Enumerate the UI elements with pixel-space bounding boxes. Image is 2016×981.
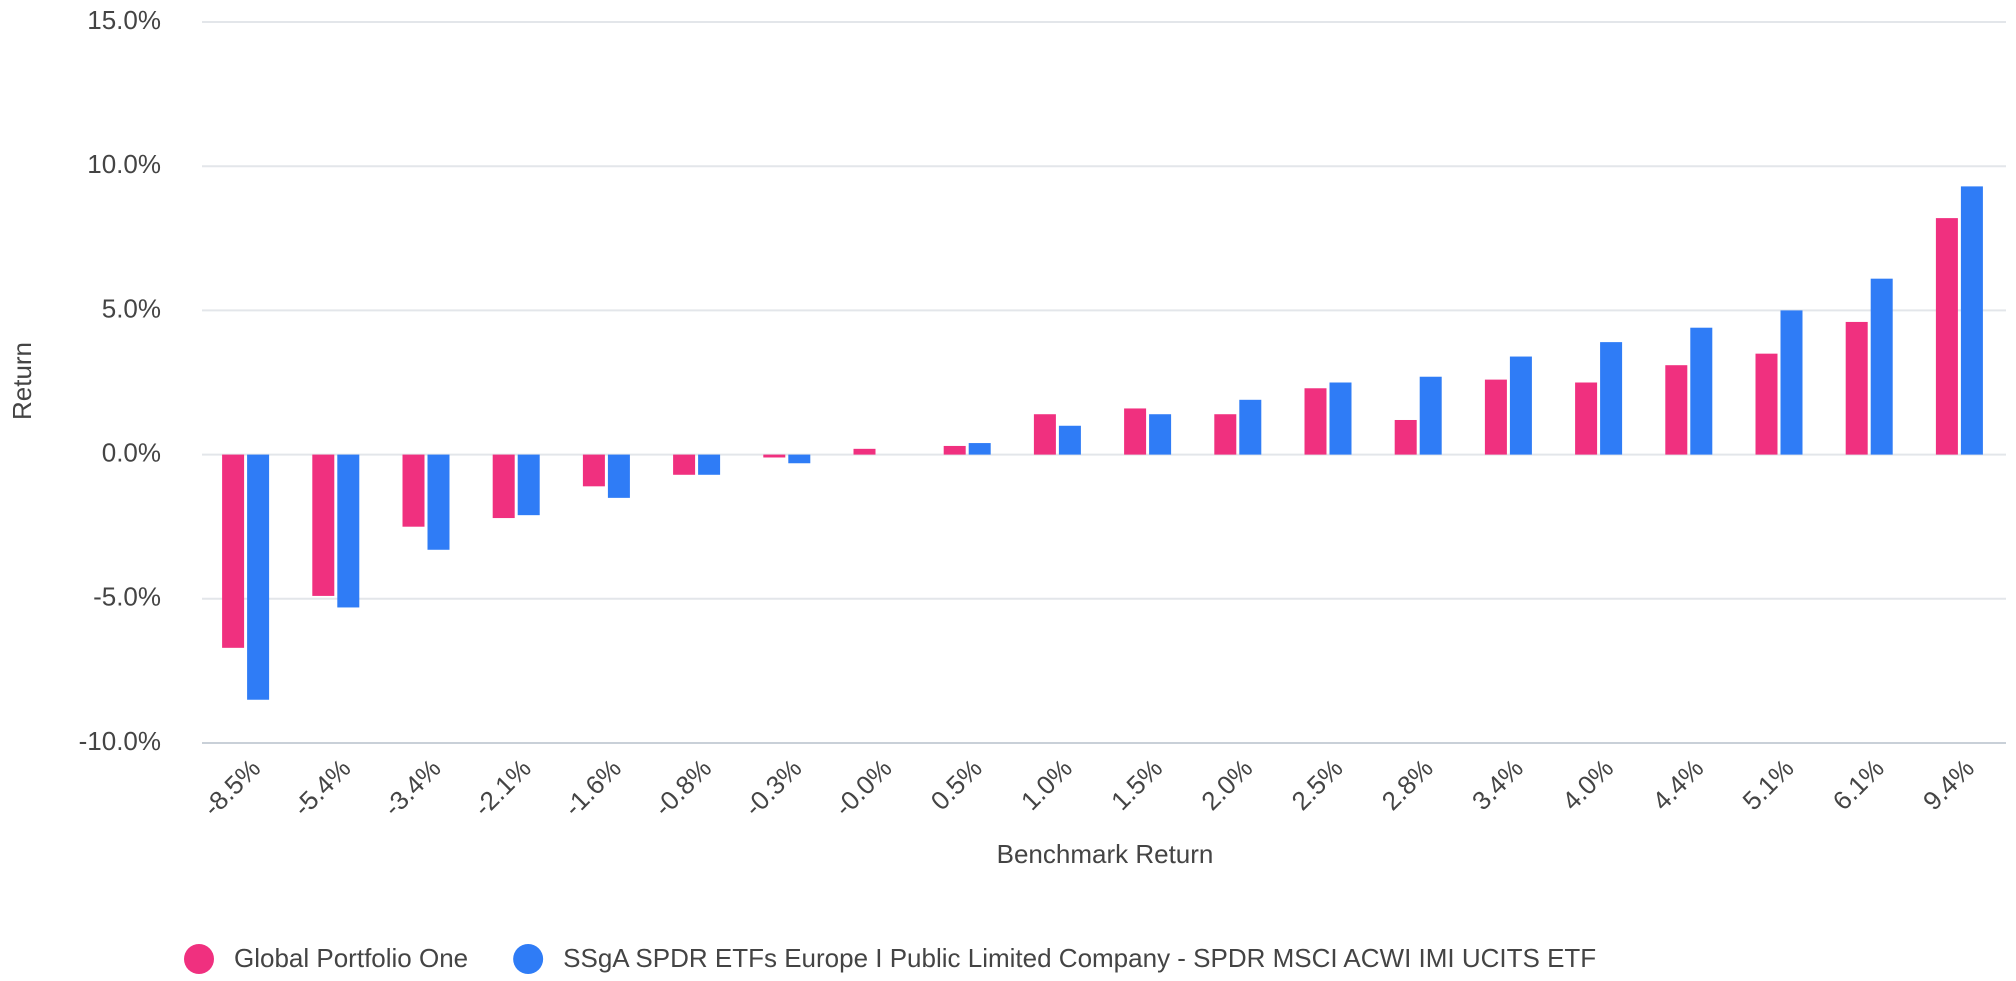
- x-tick-label: 0.5%: [925, 753, 988, 816]
- x-tick-label: 2.0%: [1195, 753, 1258, 816]
- bar: [1845, 321, 1868, 455]
- bar: [1600, 342, 1623, 455]
- bar: [943, 445, 966, 455]
- y-tick-label: -5.0%: [93, 582, 161, 612]
- x-tick-label: 3.4%: [1466, 753, 1529, 816]
- bar: [222, 454, 245, 648]
- bar: [763, 454, 786, 458]
- x-tick-label: 1.0%: [1015, 753, 1078, 816]
- x-tick-label: -3.4%: [377, 753, 446, 822]
- x-tick-label: 4.4%: [1646, 753, 1709, 816]
- legend-label: SSgA SPDR ETFs Europe I Public Limited C…: [563, 943, 1596, 973]
- bar: [1575, 382, 1598, 455]
- bar: [788, 454, 811, 464]
- bar: [1329, 382, 1352, 455]
- bar: [1690, 327, 1713, 455]
- x-tick-label: 6.1%: [1827, 753, 1890, 816]
- bar: [1058, 425, 1081, 455]
- bar: [1394, 419, 1417, 455]
- x-tick-label: -0.3%: [738, 753, 807, 822]
- bar: [1214, 414, 1237, 455]
- bar: [1509, 356, 1532, 455]
- y-tick-label: 0.0%: [102, 437, 161, 467]
- bar: [1419, 376, 1442, 455]
- x-tick-label: 2.8%: [1376, 753, 1439, 816]
- bar: [673, 454, 696, 475]
- x-tick-label: 2.5%: [1285, 753, 1348, 816]
- bar: [1124, 408, 1147, 455]
- bar: [698, 454, 721, 475]
- x-tick-label: 1.5%: [1105, 753, 1168, 816]
- bar: [427, 454, 450, 550]
- y-tick-label: 10.0%: [87, 149, 161, 179]
- x-tick-label: -5.4%: [287, 753, 356, 822]
- bar: [402, 454, 425, 527]
- bar: [517, 454, 540, 516]
- x-axis-title: Benchmark Return: [997, 839, 1214, 869]
- bar: [1780, 310, 1803, 455]
- bar: [1149, 414, 1172, 455]
- y-tick-label: -10.0%: [79, 726, 161, 756]
- bar: [1304, 388, 1327, 455]
- bar: [337, 454, 360, 608]
- bar: [1033, 414, 1056, 455]
- x-tick-label: -1.6%: [558, 753, 627, 822]
- bar: [247, 454, 270, 700]
- legend-marker: [513, 944, 544, 974]
- bar: [1665, 365, 1688, 455]
- bar: [1755, 353, 1778, 455]
- bar: [1960, 186, 1983, 455]
- x-tick-label: -0.8%: [648, 753, 717, 822]
- x-tick-label: -2.1%: [468, 753, 537, 822]
- legend-marker: [184, 944, 214, 974]
- x-tick-label: -8.5%: [197, 753, 266, 822]
- x-tick-label: 5.1%: [1736, 753, 1799, 816]
- bar: [492, 454, 515, 519]
- x-tick-label: 4.0%: [1556, 753, 1619, 816]
- bar: [582, 454, 605, 487]
- y-tick-label: 15.0%: [87, 5, 161, 35]
- bar: [853, 448, 876, 455]
- x-tick-label: 9.4%: [1917, 753, 1980, 816]
- x-tick-label: -0.0%: [828, 753, 897, 822]
- bar: [1935, 218, 1958, 455]
- bar: [1870, 278, 1893, 455]
- y-tick-label: 5.0%: [102, 293, 161, 323]
- bar: [312, 454, 335, 596]
- bar: [607, 454, 630, 498]
- legend-label: Global Portfolio One: [234, 943, 468, 973]
- bar: [968, 443, 991, 455]
- bar: [1239, 399, 1262, 455]
- bar: [1484, 379, 1507, 455]
- y-axis-title: Return: [7, 342, 37, 420]
